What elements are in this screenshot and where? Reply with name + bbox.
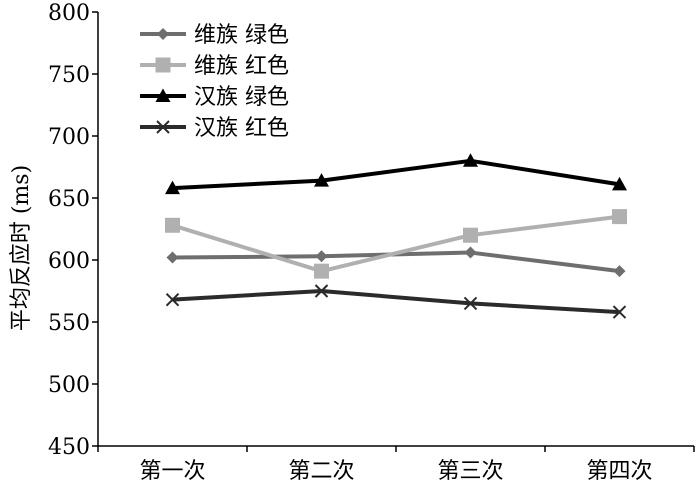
legend-item: 维族 红色 (140, 54, 289, 79)
data-point-square (165, 217, 180, 233)
legend-marker (155, 88, 171, 102)
legend-label: 汉族 红色 (194, 116, 289, 141)
data-point-triangle (612, 176, 627, 191)
x-axis-ticks: 第一次 第二次 第三次 第四次 (97, 446, 695, 484)
y-axis-ticks: 450 500 550 600 650 700 750 800 (48, 1, 98, 460)
data-point-x (314, 284, 329, 298)
x-tick-label: 第三次 (437, 459, 503, 484)
legend-item: 汉族 绿色 (140, 85, 289, 110)
series-line (172, 289, 620, 315)
x-tick-label: 第四次 (586, 459, 652, 484)
data-point-diamond (464, 246, 477, 259)
y-tick-label: 450 (48, 435, 90, 460)
data-point-x (612, 305, 627, 319)
legend-marker (157, 28, 169, 40)
data-point-diamond (613, 265, 626, 278)
legend-label: 维族 红色 (194, 54, 289, 79)
data-point-diamond (166, 251, 179, 264)
legend-marker (156, 120, 170, 134)
data-point-diamond (315, 250, 328, 263)
series-line (171, 214, 620, 274)
y-axis-title: 平均反应时 (ms) (9, 165, 34, 331)
y-tick-label: 650 (48, 187, 90, 212)
series-2 (165, 209, 627, 279)
data-point-x (463, 296, 478, 311)
legend-label: 维族 绿色 (194, 23, 289, 48)
series-layer (165, 153, 627, 319)
y-tick-label: 600 (48, 249, 90, 274)
x-tick-label: 第二次 (288, 459, 354, 484)
legend-marker (155, 57, 171, 73)
data-point-triangle (463, 153, 478, 167)
legend-item: 维族 绿色 (140, 23, 289, 48)
data-point-x (165, 292, 180, 307)
legend-item: 汉族 红色 (140, 116, 289, 141)
y-tick-label: 700 (48, 125, 90, 150)
y-tick-label: 800 (48, 1, 90, 26)
data-point-triangle (165, 180, 180, 195)
data-point-triangle (314, 173, 329, 187)
data-point-square (314, 263, 329, 279)
y-tick-label: 550 (48, 311, 90, 336)
y-tick-label: 500 (48, 373, 90, 398)
series-3 (165, 153, 627, 195)
series-line (172, 250, 620, 274)
x-tick-label: 第一次 (139, 459, 205, 484)
series-4 (165, 284, 627, 319)
y-tick-label: 750 (48, 63, 90, 88)
legend-label: 汉族 绿色 (194, 85, 289, 110)
data-point-square (463, 227, 478, 243)
data-point-square (612, 209, 627, 225)
series-line (172, 158, 620, 191)
